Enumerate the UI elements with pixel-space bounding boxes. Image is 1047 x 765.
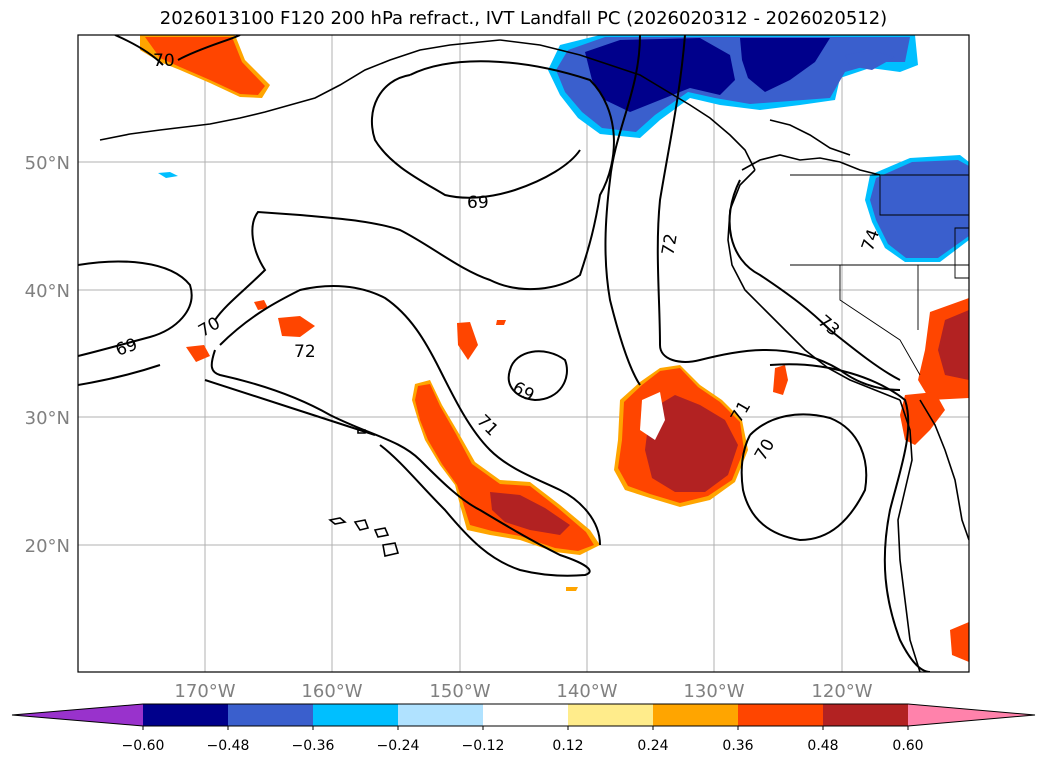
colorbar-bin: [143, 704, 228, 726]
colorbar-bin: [653, 704, 738, 726]
contour-label: 72: [658, 232, 681, 257]
lat-label: 30°N: [25, 408, 70, 429]
contour-label: 69: [467, 193, 489, 213]
lon-label: 130°W: [683, 681, 744, 702]
colorbar-tick-label: 0.36: [722, 738, 753, 754]
colorbar-bin: [568, 704, 653, 726]
colorbar-tick-label: −0.24: [377, 738, 420, 754]
colorbar-tick-label: 0.12: [552, 738, 583, 754]
lon-label: 150°W: [429, 681, 490, 702]
colorbar-bin: [398, 704, 483, 726]
contour-label: 72: [294, 342, 316, 362]
colorbar-tick-label: −0.12: [462, 738, 505, 754]
colorbar-bin: [823, 704, 908, 726]
longitude-labels: 170°W 160°W 150°W 140°W 130°W 120°W: [174, 681, 872, 702]
colorbar: −0.60 −0.48 −0.36 −0.24 −0.12 0.12 0.24 0.36 0.4…: [11, 703, 1036, 754]
lon-label: 120°W: [811, 681, 872, 702]
political-boundaries: [790, 174, 969, 376]
coastlines: [99, 39, 969, 672]
lon-label: 170°W: [174, 681, 235, 702]
map-frame: [77, 34, 970, 673]
contour-label: 70: [153, 51, 175, 71]
positive-anomaly-shading: [140, 35, 969, 662]
gridlines: [78, 35, 969, 672]
colorbar-tick-label: 0.48: [807, 738, 838, 754]
lon-label: 160°W: [301, 681, 362, 702]
lat-label: 20°N: [25, 536, 70, 557]
lon-label: 140°W: [556, 681, 617, 702]
map-title: 2026013100 F120 200 hPa refract., IVT La…: [159, 8, 888, 29]
colorbar-tick-label: −0.60: [122, 738, 165, 754]
colorbar-tick-label: 0.60: [892, 738, 923, 754]
colorbar-bin: [313, 704, 398, 726]
colorbar-bin: [483, 704, 568, 726]
colorbar-extend-max: [908, 704, 1035, 726]
colorbar-bin: [228, 704, 313, 726]
colorbar-extend-min: [12, 704, 143, 726]
colorbar-bin: [738, 704, 823, 726]
colorbar-tick-label: −0.48: [207, 738, 250, 754]
colorbar-tick-label: 0.24: [637, 738, 668, 754]
refractivity-contours: [78, 35, 931, 672]
colorbar-tick-label: −0.36: [292, 738, 335, 754]
latitude-labels: 50°N 40°N 30°N 20°N: [25, 153, 70, 557]
negative-anomaly-shading: [158, 35, 969, 262]
lat-label: 50°N: [25, 153, 70, 174]
lat-label: 40°N: [25, 281, 70, 302]
